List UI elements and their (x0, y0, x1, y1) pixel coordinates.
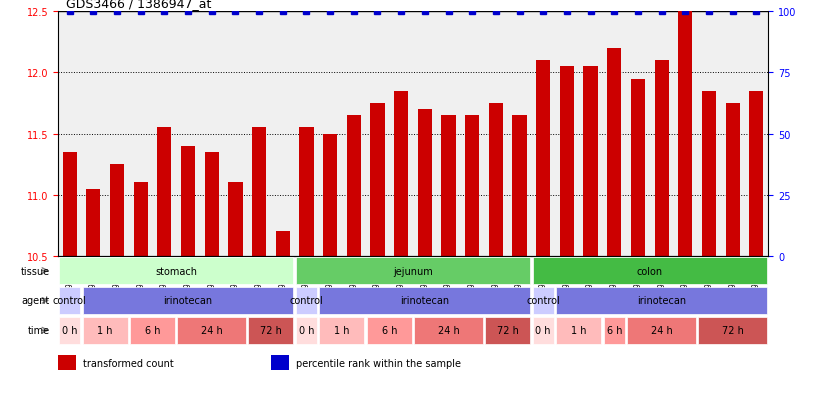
Bar (323, 134, 337, 256)
Bar (252, 128, 266, 256)
Text: 6 h: 6 h (145, 325, 160, 335)
FancyBboxPatch shape (249, 317, 293, 344)
FancyBboxPatch shape (627, 317, 696, 344)
Text: 0 h: 0 h (535, 325, 551, 335)
FancyBboxPatch shape (556, 317, 601, 344)
Bar (63, 152, 77, 256)
Text: transformed count: transformed count (83, 358, 173, 368)
Bar (58, 355, 76, 370)
Bar (678, 12, 692, 256)
Bar (205, 152, 219, 256)
FancyBboxPatch shape (556, 287, 767, 314)
FancyBboxPatch shape (83, 317, 128, 344)
FancyBboxPatch shape (83, 287, 293, 314)
Bar (465, 116, 479, 256)
Bar (181, 147, 195, 256)
FancyBboxPatch shape (533, 258, 767, 284)
Text: stomach: stomach (155, 266, 197, 276)
Bar (228, 183, 243, 256)
Bar (86, 189, 101, 256)
Bar (654, 61, 669, 256)
FancyBboxPatch shape (533, 287, 554, 314)
Text: agent: agent (21, 296, 50, 306)
Text: control: control (53, 296, 87, 306)
FancyBboxPatch shape (698, 317, 767, 344)
Text: percentile rank within the sample: percentile rank within the sample (296, 358, 461, 368)
FancyBboxPatch shape (296, 287, 317, 314)
Text: irinotecan: irinotecan (637, 296, 686, 306)
Text: GDS3466 / 1386947_at: GDS3466 / 1386947_at (66, 0, 211, 10)
Bar (560, 67, 574, 256)
Bar (157, 128, 172, 256)
Text: 72 h: 72 h (260, 325, 282, 335)
Text: 1 h: 1 h (571, 325, 586, 335)
Bar (394, 92, 408, 256)
FancyBboxPatch shape (320, 317, 364, 344)
FancyBboxPatch shape (414, 317, 483, 344)
Bar (271, 355, 289, 370)
Bar (370, 104, 385, 256)
FancyBboxPatch shape (485, 317, 530, 344)
Bar (702, 92, 716, 256)
FancyBboxPatch shape (367, 317, 412, 344)
FancyBboxPatch shape (59, 287, 80, 314)
Text: 24 h: 24 h (438, 325, 459, 335)
FancyBboxPatch shape (296, 258, 530, 284)
Text: 24 h: 24 h (201, 325, 222, 335)
Text: 6 h: 6 h (606, 325, 622, 335)
Text: jejunum: jejunum (393, 266, 433, 276)
Text: control: control (290, 296, 323, 306)
Text: 1 h: 1 h (97, 325, 113, 335)
Text: time: time (27, 325, 50, 335)
FancyBboxPatch shape (320, 287, 530, 314)
Bar (631, 79, 645, 256)
Text: 0 h: 0 h (299, 325, 314, 335)
FancyBboxPatch shape (604, 317, 625, 344)
Bar (347, 116, 361, 256)
Text: tissue: tissue (21, 266, 50, 276)
FancyBboxPatch shape (59, 317, 80, 344)
FancyBboxPatch shape (178, 317, 246, 344)
Text: 72 h: 72 h (722, 325, 743, 335)
Text: irinotecan: irinotecan (164, 296, 212, 306)
Text: colon: colon (637, 266, 662, 276)
Bar (110, 165, 124, 256)
Text: 0 h: 0 h (62, 325, 78, 335)
Bar (725, 104, 740, 256)
Bar (749, 92, 763, 256)
FancyBboxPatch shape (296, 317, 317, 344)
Bar (512, 116, 527, 256)
Bar (489, 104, 503, 256)
Bar (583, 67, 598, 256)
Bar (441, 116, 456, 256)
Text: 6 h: 6 h (382, 325, 397, 335)
Bar (607, 49, 621, 256)
Text: control: control (526, 296, 560, 306)
Bar (418, 110, 432, 256)
FancyBboxPatch shape (533, 317, 554, 344)
Text: 1 h: 1 h (335, 325, 349, 335)
Text: 24 h: 24 h (651, 325, 672, 335)
FancyBboxPatch shape (59, 258, 293, 284)
Bar (276, 232, 290, 256)
Text: irinotecan: irinotecan (401, 296, 449, 306)
Text: 72 h: 72 h (496, 325, 519, 335)
Bar (134, 183, 148, 256)
FancyBboxPatch shape (130, 317, 175, 344)
Bar (299, 128, 314, 256)
Bar (536, 61, 550, 256)
